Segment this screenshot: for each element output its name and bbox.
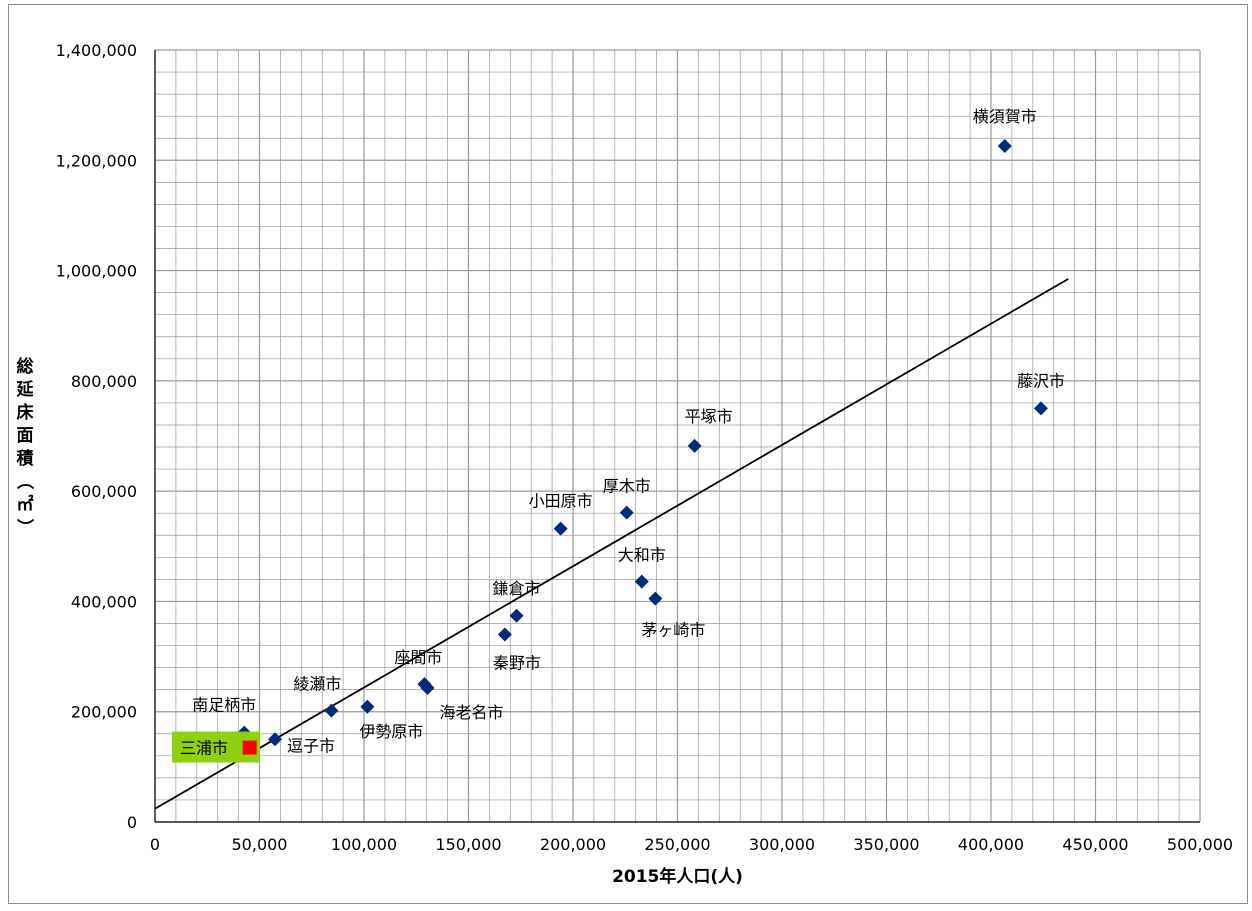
data-point	[1033, 401, 1048, 416]
data-point	[420, 681, 435, 696]
y-tick-label: 600,000	[71, 482, 137, 501]
point-label: 逗子市	[287, 736, 335, 755]
point-label: 厚木市	[603, 477, 651, 496]
data-point	[997, 138, 1012, 153]
x-tick-label: 350,000	[853, 835, 919, 854]
highlight-group: 三浦市	[172, 731, 260, 763]
y-axis-title-char: ㎡	[17, 494, 34, 515]
point-label: 綾瀬市	[293, 675, 341, 694]
major-gridlines	[154, 49, 1201, 823]
x-tick-label: 100,000	[331, 835, 397, 854]
data-point	[509, 608, 524, 623]
y-tick-label: 400,000	[71, 592, 137, 611]
y-tick-label: 200,000	[71, 703, 137, 722]
x-axis-ticks: 0 50,000 100,000 150,000 200,000 250,000 300,0…	[150, 835, 1233, 854]
x-tick-label: 150,000	[435, 835, 501, 854]
point-label: 大和市	[618, 546, 666, 565]
data-point	[497, 627, 512, 642]
data-point	[687, 438, 702, 453]
data-point	[648, 591, 663, 606]
data-point	[619, 505, 634, 520]
y-tick-label: 1,200,000	[56, 151, 137, 170]
x-tick-label: 400,000	[958, 835, 1024, 854]
point-label: 伊勢原市	[359, 722, 423, 741]
y-axis-title-char: 延	[16, 379, 35, 400]
data-point	[553, 521, 568, 536]
y-axis-title-char: 総	[17, 356, 34, 377]
y-axis-title-char: ）	[14, 519, 35, 536]
point-label: 平塚市	[685, 407, 733, 426]
x-tick-label: 200,000	[540, 835, 606, 854]
point-label: 茅ヶ崎市	[641, 621, 705, 640]
data-point	[324, 703, 339, 718]
point-label: 横須賀市	[973, 107, 1037, 126]
x-tick-label: 50,000	[232, 835, 288, 854]
trendline	[154, 278, 1069, 810]
y-axis-title-char: （	[14, 473, 35, 490]
data-point	[267, 732, 282, 747]
y-tick-label: 0	[127, 813, 137, 832]
highlight-point	[242, 740, 257, 755]
y-axis-title-char: 積	[17, 448, 35, 469]
data-point	[634, 574, 649, 589]
x-tick-label: 500,000	[1167, 835, 1233, 854]
highlight-label: 三浦市	[180, 739, 228, 758]
point-label: 座間市	[394, 648, 442, 667]
point-label: 秦野市	[493, 654, 541, 673]
y-tick-label: 800,000	[71, 372, 137, 391]
y-tick-label: 1,000,000	[56, 262, 137, 281]
y-axis-ticks: 0 200,000 400,000 600,000 800,000 1,000,000 1,…	[56, 41, 137, 832]
x-tick-label: 300,000	[749, 835, 815, 854]
x-tick-label: 0	[150, 835, 160, 854]
point-label: 藤沢市	[1017, 371, 1065, 390]
data-point	[360, 699, 375, 714]
y-axis-title-char: 床	[17, 402, 35, 423]
y-tick-label: 1,400,000	[56, 41, 137, 60]
point-label: 海老名市	[440, 703, 504, 722]
x-tick-label: 450,000	[1062, 835, 1128, 854]
point-label: 鎌倉市	[493, 579, 541, 598]
x-axis-title: 2015年人口(人)	[612, 866, 743, 887]
x-tick-label: 250,000	[644, 835, 710, 854]
point-label: 南足柄市	[192, 696, 256, 715]
data-points	[237, 138, 1048, 747]
y-axis-title-char: 面	[17, 426, 34, 446]
point-label: 小田原市	[529, 492, 593, 511]
